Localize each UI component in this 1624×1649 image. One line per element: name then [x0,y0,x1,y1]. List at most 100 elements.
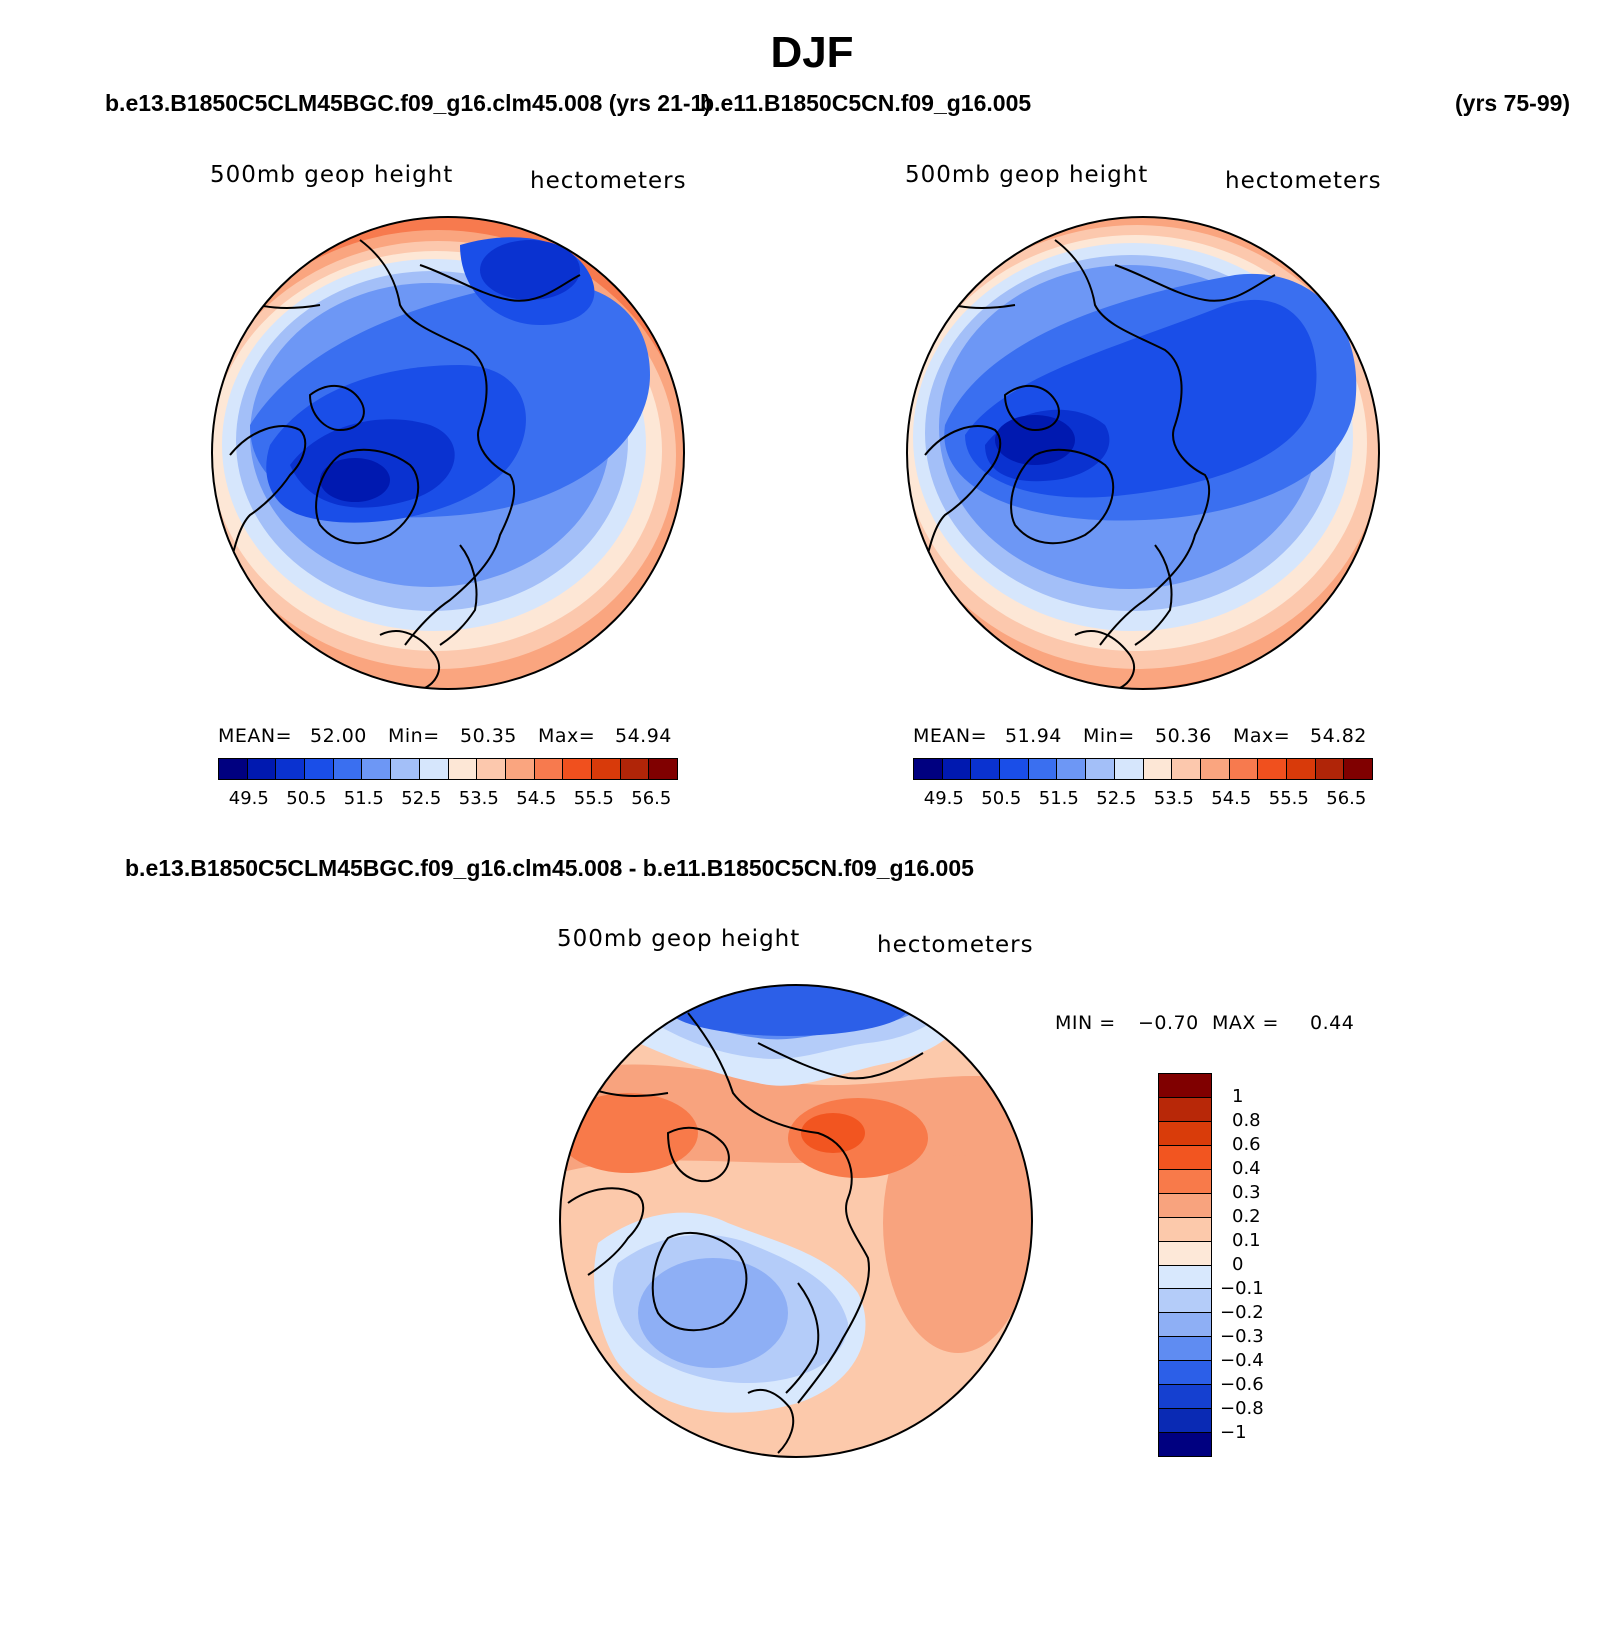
map2-arctic-islands-coast [1003,385,1060,432]
diff-siberia-coast [757,1042,924,1080]
colorbar-swatch [305,759,334,779]
map2-greenland-coast [1010,448,1115,545]
colorbar-swatch [1028,759,1058,779]
colorbar-tick-label: 0.3 [1232,1182,1261,1203]
diff-pos-region-east [883,1093,1032,1353]
colorbar-swatch [1057,759,1087,779]
colorbar-swatch [1143,759,1173,779]
colorbar-tick-label: 55.5 [573,788,614,809]
colorbar-tick-label: 1 [1232,1086,1244,1107]
colorbar-swatch [1159,1121,1211,1146]
panel1-colorbar [218,758,678,780]
colorbar-swatch [1159,1169,1211,1194]
colorbar-swatch [1159,1337,1211,1362]
colorbar-swatch [1159,1361,1211,1386]
map1-greenland-coast [315,448,420,545]
colorbar-tick-label: 50.5 [286,788,327,809]
panel1-stat-mean: 52.00 [310,725,367,747]
diff-stat-max: 0.44 [1310,1012,1355,1034]
colorbar-swatch [1159,1385,1211,1410]
panel2-stat-min-label: Min= [1083,725,1135,747]
panel1-stat-max: 54.94 [615,725,672,747]
map1-eurasia-coast [359,239,516,646]
colorbar-tick-label: −0.3 [1220,1326,1264,1347]
colorbar-tick-label: 0.2 [1232,1206,1261,1227]
colorbar-swatch [1229,759,1259,779]
panel1-units-label: hectometers [530,168,687,194]
colorbar-swatch [1159,1074,1211,1098]
map1-scandinavia-coast [439,544,478,646]
right-case-years: (yrs 75-99) [1455,90,1571,116]
colorbar-tick-label: −0.2 [1220,1302,1264,1323]
colorbar-swatch [591,759,621,779]
right-case-title: b.e11.B1850C5CN.f09_g16.005 [700,90,1032,116]
diff-stat-max-label: MAX = [1212,1012,1279,1034]
panel1-stat-min: 50.35 [460,725,517,747]
diff-polar-map [559,984,1033,1458]
map2-siberia-coast [1114,264,1276,302]
colorbar-swatch [1159,1217,1211,1242]
colorbar-swatch [1159,1241,1211,1266]
panel2-variable-label: 500mb geop height [905,162,1149,188]
colorbar-swatch [649,759,677,779]
colorbar-tick-label: 55.5 [1268,788,1309,809]
panel2-stat-max-label: Max= [1233,725,1291,747]
panel2-colorbar-ticks: 49.5 50.5 51.5 52.5 53.5 54.5 55.5 56.5 [913,788,1373,810]
colorbar-tick-label: 53.5 [458,788,499,809]
map2-scandinavia-coast [1134,544,1173,646]
colorbar-tick-label: −0.8 [1220,1398,1264,1419]
colorbar-tick-label: 56.5 [1326,788,1367,809]
map2-north-america-coast [924,425,1002,566]
colorbar-tick-label: −1 [1220,1422,1247,1443]
colorbar-tick-label: 49.5 [228,788,269,809]
diff-europe-coast [747,1388,795,1454]
colorbar-swatch [1159,1145,1211,1170]
map2-europe-coast [1074,630,1135,689]
colorbar-tick-label: 54.5 [516,788,557,809]
map1-siberia-coast [419,264,581,302]
diff-stat-min-label: MIN = [1055,1012,1116,1034]
colorbar-swatch [1315,759,1345,779]
colorbar-tick-label: 51.5 [343,788,384,809]
colorbar-swatch [1159,1409,1211,1434]
colorbar-swatch [419,759,449,779]
map1-arctic-islands-coast [308,385,365,432]
panel2-stat-mean-label: MEAN= [913,725,988,747]
map1-band-12 [480,240,580,300]
colorbar-swatch [247,759,277,779]
panel2-units-label: hectometers [1225,168,1382,194]
panel1-stat-max-label: Max= [538,725,596,747]
colorbar-swatch [362,759,392,779]
diff-title: b.e13.B1850C5CLM45BGC.f09_g16.clm45.008 … [125,855,974,881]
colorbar-swatch [942,759,972,779]
panel1-variable-label: 500mb geop height [210,162,454,188]
colorbar-tick-label: 0 [1232,1254,1244,1275]
panel1-colorbar-ticks: 49.5 50.5 51.5 52.5 53.5 54.5 55.5 56.5 [218,788,678,810]
diff-greenland-coast [651,1232,748,1332]
diff-stat-min: −0.70 [1138,1012,1199,1034]
colorbar-tick-label: 0.6 [1232,1134,1261,1155]
diff-units-label: hectometers [877,932,1034,958]
colorbar-swatch [1086,759,1115,779]
colorbar-tick-label: 52.5 [401,788,442,809]
colorbar-swatch [1000,759,1029,779]
colorbar-swatch [1200,759,1230,779]
diff-eurasia-coast [687,1012,870,1404]
map2-eurasia-coast [1054,239,1211,646]
colorbar-tick-label: −0.6 [1220,1374,1264,1395]
diff-variable-label: 500mb geop height [557,926,801,952]
panel1-stat-mean-label: MEAN= [218,725,293,747]
colorbar-tick-label: 0.1 [1232,1230,1261,1251]
figure-title: DJF [770,28,854,77]
diff-pos-max-west [560,1093,698,1173]
colorbar-swatch [391,759,420,779]
colorbar-swatch [914,759,943,779]
colorbar-swatch [505,759,535,779]
colorbar-swatch [1172,759,1201,779]
colorbar-swatch [219,759,248,779]
colorbar-tick-label: 0.8 [1232,1110,1261,1131]
colorbar-swatch [448,759,478,779]
left-case-title: b.e13.B1850C5CLM45BGC.f09_g16.clm45.008 … [105,90,711,116]
colorbar-tick-label: −0.1 [1220,1278,1264,1299]
colorbar-tick-label: 0.4 [1232,1158,1261,1179]
